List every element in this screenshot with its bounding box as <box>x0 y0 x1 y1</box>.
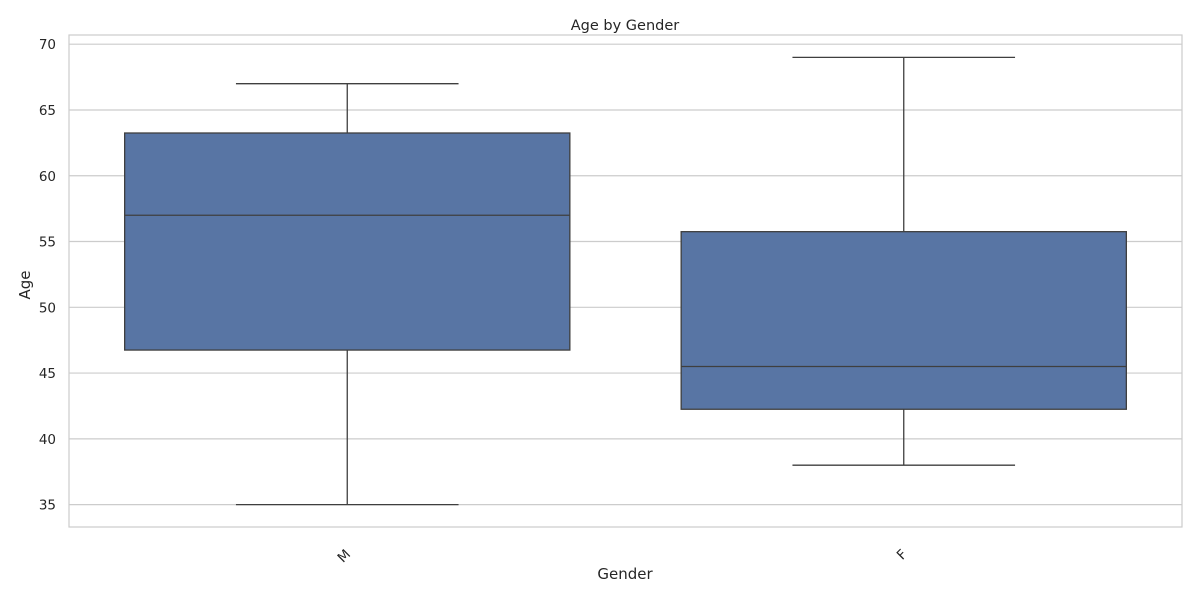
box-plot-boxes <box>124 56 1128 506</box>
box-F <box>680 56 1128 466</box>
y-tick-label: 70 <box>39 37 56 53</box>
box-M <box>124 83 571 506</box>
x-axis-label: Gender <box>597 565 653 583</box>
chart-title: Age by Gender <box>571 18 680 34</box>
x-tick-label: F <box>894 547 911 564</box>
y-tick-label: 55 <box>39 235 56 251</box>
x-tick-label: M <box>335 547 355 567</box>
iqr-box <box>124 132 571 351</box>
y-axis-label: Age <box>16 270 34 299</box>
y-tick-label: 45 <box>39 366 56 382</box>
y-tick-label: 50 <box>39 300 56 316</box>
y-tick-labels: 35 40 45 50 55 60 65 70 <box>39 37 56 513</box>
y-tick-label: 35 <box>39 498 56 514</box>
y-tick-label: 65 <box>39 103 56 119</box>
y-tick-label: 60 <box>39 169 56 185</box>
y-tick-label: 40 <box>39 432 56 448</box>
plot-area-frame <box>68 34 1183 528</box>
iqr-box <box>680 231 1128 410</box>
